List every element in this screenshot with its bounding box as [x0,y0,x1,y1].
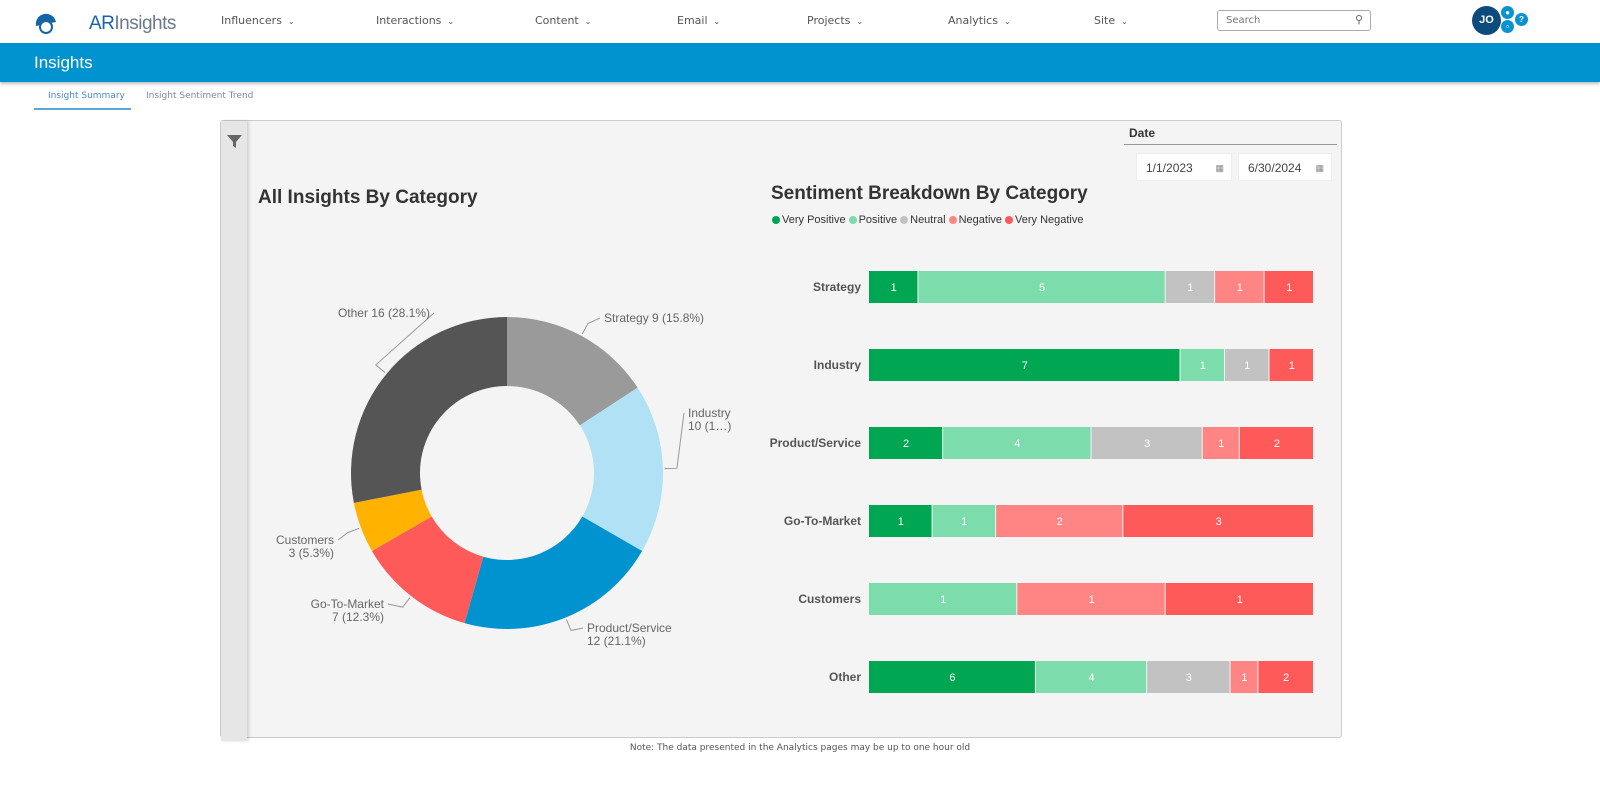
page-banner: Insights [0,43,1600,82]
nav-email[interactable]: Email ⌄ [677,14,721,27]
legend-dot [848,216,857,224]
logo-mark-icon [35,13,56,34]
search-input[interactable] [1217,10,1371,31]
legend-label: Very Negative [1015,214,1084,226]
nav-site[interactable]: Site ⌄ [1094,14,1128,27]
nav-projects[interactable]: Projects ⌄ [807,14,864,27]
donut-chart-title: All Insights By Category [258,187,478,208]
document-icon[interactable]: ▫ [1501,20,1514,33]
avatar[interactable]: JO [1472,6,1501,35]
legend-item[interactable]: Negative [948,214,1003,226]
bar-chart-legend: Very Positive Positive Neutral Negative Very… [772,214,1084,226]
nav-content[interactable]: Content ⌄ [535,14,592,27]
chevron-down-icon: ⌄ [856,17,864,26]
data-freshness-note: Note: The data presented in the Analytic… [629,743,971,753]
legend-item[interactable]: Very Positive [772,214,846,226]
help-icon[interactable]: ? [1515,13,1528,26]
legend-dot [948,216,957,224]
start-date-input[interactable]: 1/1/2023 ▦ [1136,153,1232,181]
notification-bell-icon[interactable]: ● [1501,6,1514,19]
calendar-icon[interactable]: ▦ [1215,163,1224,173]
active-tab-indicator [34,108,131,110]
end-date-input[interactable]: 6/30/2024 ▦ [1238,153,1332,181]
insights-panel [220,120,1342,738]
nav-analytics[interactable]: Analytics ⌄ [948,14,1011,27]
legend-label: Very Positive [782,214,846,226]
legend-dot [772,216,780,224]
date-label: Date [1129,126,1156,140]
chevron-down-icon: ⌄ [287,17,295,26]
legend-dot [900,216,909,224]
chevron-down-icon: ⌄ [1003,17,1011,26]
tab-insight-summary[interactable]: Insight Summary [48,91,125,101]
legend-item[interactable]: Positive [848,214,898,226]
chevron-down-icon: ⌄ [584,17,592,26]
top-nav: ARInsights Influencers ⌄ Interactions ⌄ Co… [0,0,1600,43]
legend-dot [1005,216,1014,224]
filter-icon[interactable] [227,134,242,149]
legend-label: Positive [858,214,898,226]
search-icon[interactable]: ⚲ [1355,14,1364,26]
chevron-down-icon: ⌄ [1121,17,1128,26]
filter-sidebar[interactable] [221,121,247,741]
bar-chart-title: Sentiment Breakdown By Category [771,183,1088,204]
legend-item[interactable]: Neutral [900,214,946,226]
nav-interactions[interactable]: Interactions ⌄ [376,14,455,27]
legend-label: Neutral [910,214,946,226]
nav-influencers[interactable]: Influencers ⌄ [221,14,295,27]
legend-label: Negative [958,214,1003,226]
legend-item[interactable]: Very Negative [1005,214,1084,226]
chevron-down-icon: ⌄ [447,17,455,26]
chevron-down-icon: ⌄ [713,17,721,26]
logo-text: ARInsights [89,13,176,34]
page-title: Insights [34,53,93,72]
calendar-icon[interactable]: ▦ [1315,163,1324,173]
logo[interactable]: ARInsights [34,8,176,36]
divider [1124,144,1337,145]
tab-insight-sentiment-trend[interactable]: Insight Sentiment Trend [146,91,254,101]
